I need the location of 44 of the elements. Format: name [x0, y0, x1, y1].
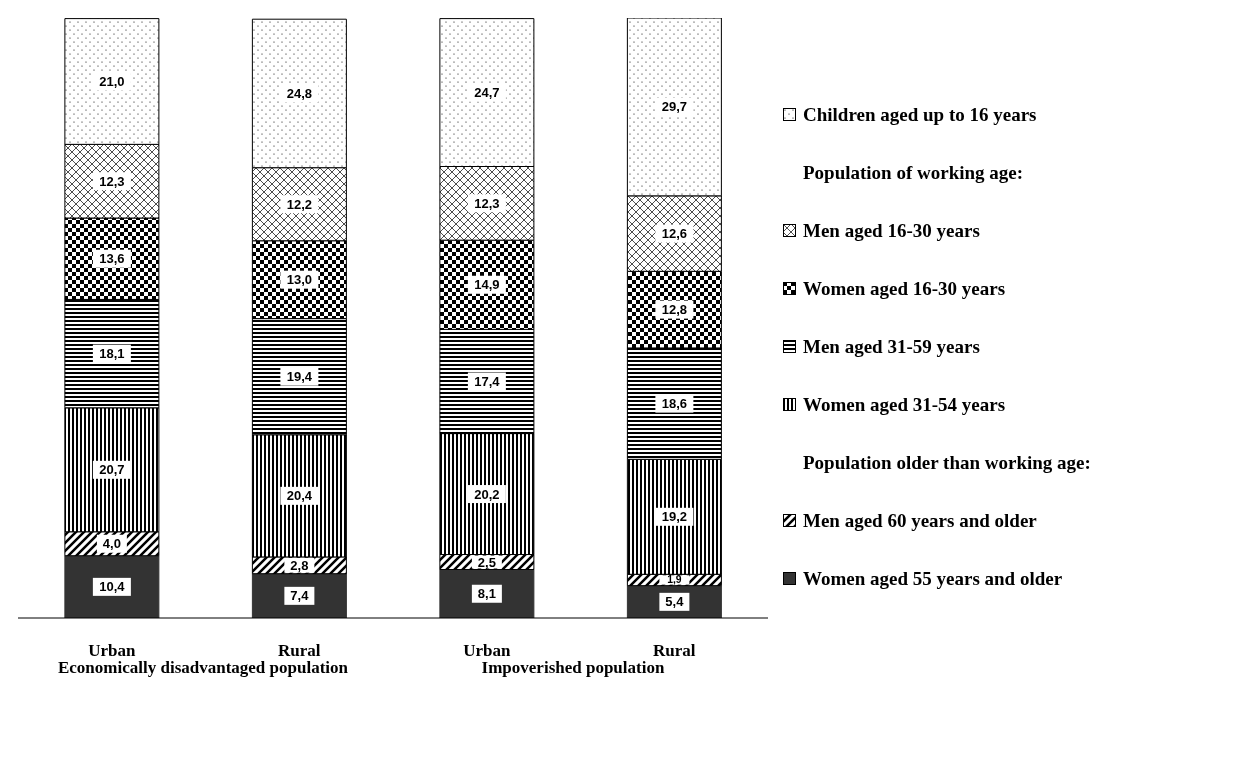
data-label: 8,1 [477, 586, 496, 602]
legend-label: Women aged 55 years and older [803, 568, 1063, 590]
data-label: 18,6 [661, 396, 688, 412]
text: Impoverished population [480, 658, 666, 678]
data-label: 10,4 [99, 579, 126, 595]
legend-label: Men aged 60 years and older [803, 510, 1037, 532]
data-label: 1,9 [667, 574, 682, 586]
data-label: 12,2 [286, 196, 313, 212]
data-label: 29,7 [661, 99, 688, 115]
data-label: 5,4 [665, 594, 685, 610]
data-label: 7,4 [290, 588, 310, 604]
text: Economically disadvantaged population [57, 658, 349, 678]
x-tick-label: Rural [653, 641, 696, 661]
data-label: 20,4 [286, 488, 313, 504]
data-label: 17,4 [474, 373, 501, 389]
data-label: 13,0 [286, 272, 313, 288]
data-label: 12,3 [99, 173, 125, 189]
data-label: 20,7 [99, 462, 125, 478]
x-tick-label: Urban [88, 641, 136, 661]
legend-label: Children aged up to 16 years [803, 104, 1037, 126]
data-label: 24,8 [286, 85, 313, 101]
data-label: 13,6 [99, 251, 125, 267]
data-label: 18,1 [99, 346, 125, 362]
data-label: 2,8 [290, 557, 309, 573]
data-label: 19,4 [286, 369, 313, 385]
data-label: 20,2 [474, 486, 500, 502]
data-label: 24,7 [474, 85, 500, 101]
data-label: 12,8 [661, 302, 688, 318]
data-label: 14,9 [474, 277, 500, 293]
bar [64, 555, 160, 618]
x-tick-label: Rural [278, 641, 321, 661]
legend-label: Men aged 31-59 years [803, 336, 980, 358]
legend-label: Women aged 31-54 years [803, 394, 1006, 416]
text: Population of working age: [802, 161, 1025, 185]
data-label: 21,0 [99, 73, 125, 89]
data-label: 12,3 [474, 195, 500, 211]
text: Population older than working age: [802, 451, 1091, 475]
x-tick-label: Urban [463, 641, 511, 661]
data-label: 4,0 [102, 536, 121, 552]
legend-label: Men aged 16-30 years [803, 220, 980, 242]
data-label: 2,5 [477, 554, 496, 570]
legend-label: Women aged 16-30 years [803, 278, 1006, 300]
data-label: 19,2 [661, 509, 688, 525]
data-label: 12,6 [661, 226, 688, 242]
